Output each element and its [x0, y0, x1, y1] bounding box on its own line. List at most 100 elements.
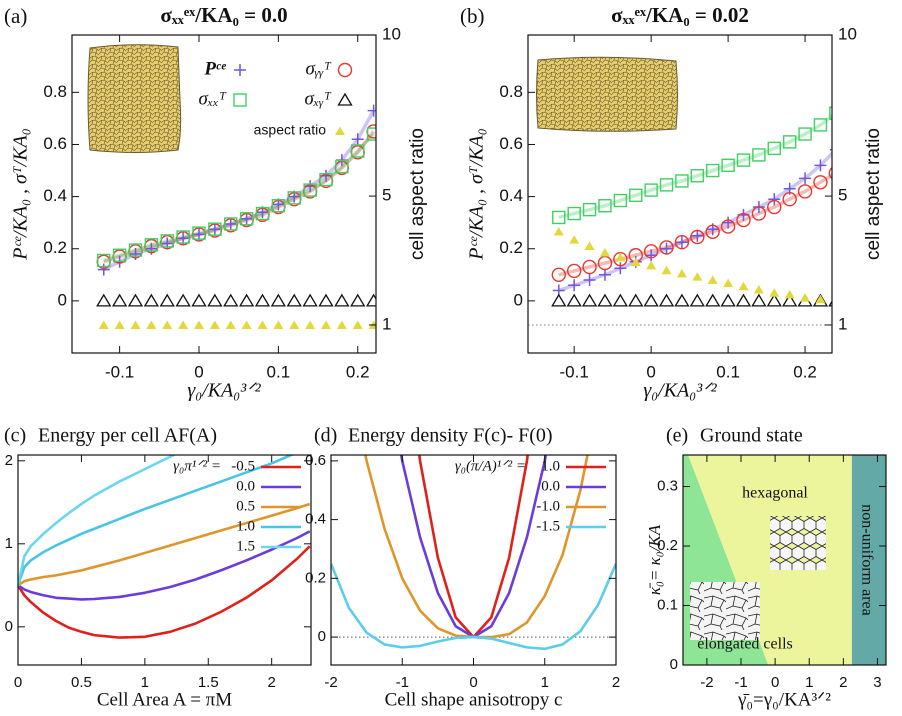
legend-label: 1.0 [236, 518, 255, 534]
y2-tick-label: 5 [838, 186, 847, 205]
x-tick-label: 0 [194, 362, 203, 381]
plus-marker [351, 133, 364, 146]
plot-frame [682, 454, 887, 666]
square-marker [335, 159, 349, 174]
triangle-marker [302, 293, 318, 307]
y-tick-label: 0 [58, 290, 67, 309]
x-tick-label: 0.5 [71, 674, 92, 691]
circle-marker [751, 206, 767, 221]
square-marker [644, 183, 658, 197]
series-line [18, 455, 177, 586]
legend-label: σᵧᵧᵀ [306, 58, 332, 79]
square-marker [552, 210, 566, 225]
plot-frame [71, 34, 377, 354]
legend-title: γ₀π¹ᐟ² = [173, 458, 221, 474]
x-tick-label: 1.5 [198, 674, 219, 691]
triangle-marker [127, 293, 144, 307]
plus-marker [691, 229, 704, 242]
plus-marker [208, 223, 221, 236]
circle-marker [659, 240, 674, 255]
square-marker [782, 135, 797, 149]
triangle-marker [689, 293, 705, 307]
y-tick-label: 0 [514, 290, 523, 309]
cell-inset [87, 44, 182, 153]
y2-tick-label: 1 [838, 314, 847, 333]
plus-marker [97, 263, 110, 276]
square-marker [271, 199, 286, 213]
filled-triangle-marker [569, 235, 580, 244]
square-marker [287, 191, 301, 205]
square-marker [798, 127, 812, 141]
y-tick-label: 0.4 [499, 186, 523, 205]
legend-label: σₓₓᵀ [198, 88, 226, 109]
filled-triangle-marker [676, 268, 687, 278]
square-marker [351, 144, 365, 158]
plus-marker [660, 242, 673, 255]
filled-triangle-marker [723, 278, 734, 288]
plot-frame [17, 454, 312, 666]
square-marker [582, 202, 597, 217]
y-tick-label: 0.4 [43, 186, 67, 205]
triangle-marker [334, 293, 350, 307]
y-axis-label: Pᶜᵉ/KA₀ , σᵀ/KA₀ [466, 128, 488, 260]
x-tick-label: -2 [700, 674, 713, 691]
y-tick-label: 0.6 [499, 134, 523, 153]
panel-title: Energy density F(c)- F(0) [348, 425, 553, 447]
series-line [18, 502, 311, 587]
y-tick-label: 1 [5, 535, 13, 552]
plot-area [96, 104, 376, 329]
circle-marker [551, 267, 566, 283]
filled-triangle-marker [225, 320, 236, 329]
panel-label: (d) [314, 425, 337, 447]
x-axis-label: Cell shape anisotropy c [385, 689, 563, 710]
legend-marker [337, 62, 353, 78]
filled-triangle-marker [815, 294, 826, 304]
panel-title: Energy per cell AF(A) [38, 425, 217, 447]
x-axis-label: γ̄₀=γ₀/KA³ᐟ² [737, 689, 831, 710]
y2-axis-label: cell aspect ratio [863, 128, 884, 260]
circle-marker [643, 244, 659, 259]
legend-label: Pᶜᵉ [203, 58, 226, 79]
square-marker [303, 183, 317, 197]
panel-title: σₓₓᵉˣ/KA₀ = 0.0 [160, 3, 287, 27]
legend-label: 1.0 [541, 458, 560, 474]
y-tick-label: 0.2 [43, 238, 67, 257]
plus-marker [367, 104, 376, 117]
filled-triangle-marker [692, 272, 703, 281]
square-marker [319, 172, 333, 187]
square-marker [598, 199, 612, 213]
square-marker [366, 127, 376, 141]
y-tick-label: 0.6 [43, 134, 67, 153]
square-marker [224, 217, 238, 231]
x-tick-label: 0.1 [267, 362, 291, 381]
x-tick-label: 0 [14, 674, 22, 691]
triangle-marker [551, 293, 567, 307]
filled-triangle-marker [178, 320, 189, 329]
square-marker [752, 148, 766, 162]
plus-marker [568, 279, 581, 292]
triangle-marker [111, 293, 128, 307]
square-marker [144, 238, 159, 252]
triangle-marker [643, 293, 659, 307]
triangle-marker [766, 293, 782, 307]
series-line [18, 545, 311, 639]
triangle-marker [751, 293, 767, 307]
plot-area [18, 455, 311, 639]
y-tick-label: 0.6 [305, 452, 326, 469]
filled-triangle-marker [800, 293, 811, 302]
x-axis-label: Cell Area A = πM [97, 689, 232, 710]
square-marker [829, 106, 832, 120]
panel-label: (e) [666, 425, 688, 447]
square-marker [255, 206, 270, 221]
trend-line [103, 130, 376, 264]
y-axis-label: Pᶜᵉ/KA₀ , σᵀ/KA₀ [10, 128, 32, 260]
triangle-marker [350, 293, 366, 307]
filled-triangle-marker [584, 241, 595, 251]
legend-marker [337, 92, 353, 106]
filled-triangle-marker [114, 320, 125, 329]
y-tick-label: 0.8 [43, 82, 67, 101]
phase-region [851, 455, 886, 665]
y-tick-label: 0.1 [657, 596, 678, 613]
square-marker [736, 153, 751, 167]
